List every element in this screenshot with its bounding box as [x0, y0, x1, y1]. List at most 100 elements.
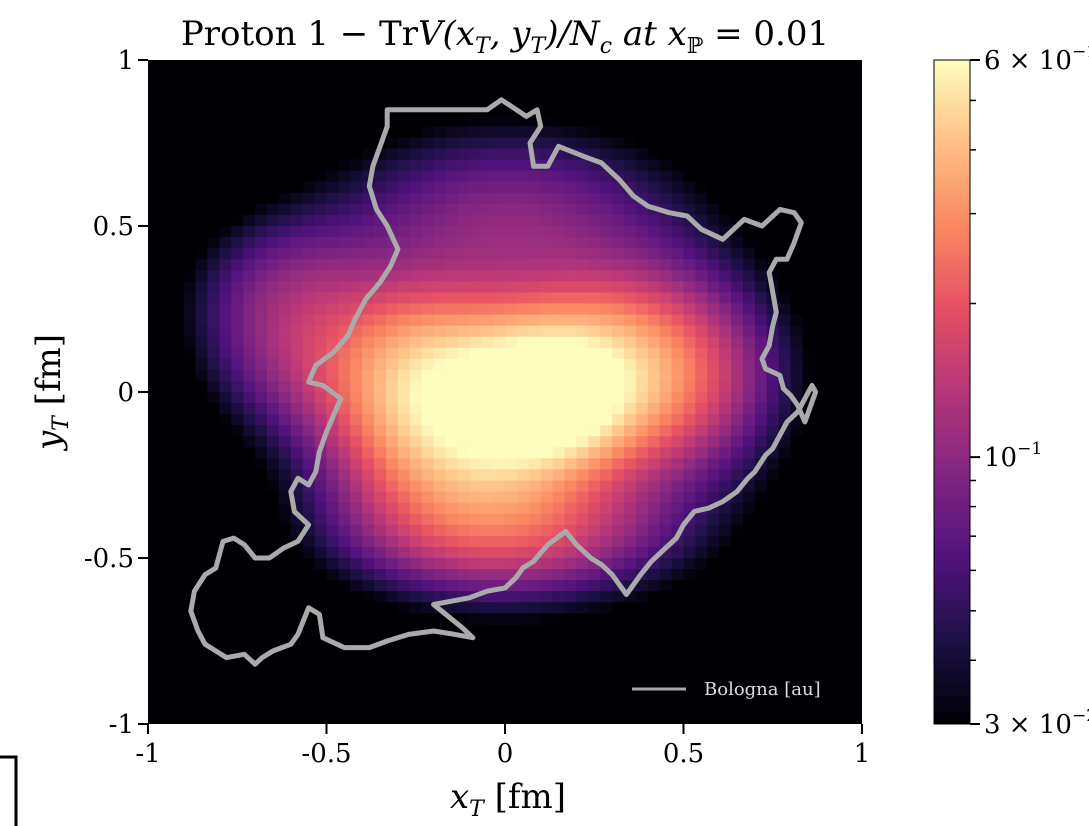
heatmap-cell: [588, 325, 601, 338]
heatmap-cell: [516, 192, 530, 205]
heatmap-cell: [671, 270, 685, 282]
heatmap-cell: [612, 602, 625, 614]
heatmap-cell: [576, 392, 589, 404]
heatmap-cell: [409, 602, 423, 614]
heatmap-cell: [386, 347, 399, 360]
heatmap-cell: [278, 513, 292, 526]
heatmap-cell: [528, 314, 542, 327]
heatmap-cell: [433, 458, 447, 471]
heatmap-cell: [635, 248, 649, 260]
heatmap-cell: [386, 325, 399, 338]
heatmap-cell: [255, 226, 268, 238]
heatmap-cell: [647, 447, 661, 459]
heatmap-cell: [445, 513, 458, 526]
heatmap-cell: [731, 226, 744, 238]
heatmap-cell: [683, 325, 696, 338]
heatmap-cell: [421, 403, 435, 415]
heatmap-cell: [326, 170, 339, 183]
heatmap-cell: [207, 226, 220, 238]
heatmap-cell: [397, 358, 411, 371]
heatmap-cell: [278, 414, 292, 426]
heatmap-cell: [528, 502, 542, 515]
heatmap-cell: [457, 281, 470, 293]
heatmap-cell: [326, 358, 339, 371]
heatmap-cell: [481, 170, 494, 183]
heatmap-cell: [386, 292, 399, 305]
heatmap-cell: [433, 126, 447, 139]
heatmap-cell: [647, 259, 661, 271]
heatmap-cell: [362, 303, 375, 316]
heatmap-cell: [386, 181, 399, 194]
heatmap-cell: [635, 447, 649, 459]
heatmap-cell: [695, 248, 708, 260]
heatmap-cell: [659, 502, 673, 515]
heatmap-cell: [576, 447, 589, 459]
heatmap-cell: [457, 214, 470, 227]
heatmap-cell: [338, 513, 351, 526]
heatmap-cell: [552, 292, 566, 305]
heatmap-cell: [457, 248, 470, 260]
heatmap-cell: [731, 248, 744, 260]
heatmap-cell: [743, 226, 756, 238]
heatmap-cell: [505, 436, 518, 448]
heatmap-cell: [790, 425, 804, 437]
heatmap-cell: [683, 292, 696, 305]
heatmap-cell: [469, 480, 482, 493]
heatmap-cell: [338, 469, 351, 482]
heatmap-cell: [624, 524, 637, 537]
heatmap-cell: [278, 458, 292, 471]
heatmap-cell: [778, 358, 792, 371]
heatmap-cell: [528, 414, 542, 426]
heatmap-cell: [754, 259, 768, 271]
heatmap-cell: [397, 513, 411, 526]
heatmap-cell: [576, 425, 589, 437]
heatmap-cell: [457, 414, 470, 426]
heatmap-cell: [671, 347, 685, 360]
heatmap-cell: [433, 281, 447, 293]
heatmap-cell: [635, 591, 649, 603]
heatmap-cell: [683, 469, 696, 482]
heatmap-cell: [362, 524, 375, 537]
heatmap-cell: [778, 403, 792, 415]
heatmap-cell: [743, 325, 756, 338]
heatmap-cell: [433, 436, 447, 448]
heatmap-cell: [231, 281, 244, 293]
heatmap-cell: [267, 226, 280, 238]
heatmap-cell: [588, 270, 601, 282]
heatmap-cell: [505, 380, 518, 393]
heatmap-cell: [469, 392, 482, 404]
heatmap-cell: [219, 425, 232, 437]
heatmap-cell: [219, 380, 232, 393]
heatmap-cell: [183, 336, 197, 349]
heatmap-cell: [719, 336, 732, 349]
heatmap-cell: [564, 303, 577, 316]
heatmap-cell: [386, 480, 399, 493]
heatmap-cell: [612, 447, 625, 459]
heatmap-cell: [243, 248, 256, 260]
heatmap-cell: [647, 558, 661, 570]
heatmap-cell: [409, 270, 423, 282]
heatmap-cell: [183, 325, 197, 338]
heatmap-cell: [528, 458, 542, 471]
heatmap-cell: [278, 259, 292, 271]
heatmap-cell: [540, 181, 554, 194]
heatmap-cell: [338, 524, 351, 537]
heatmap-cell: [695, 491, 708, 504]
heatmap-cell: [362, 259, 375, 271]
heatmap-cell: [505, 502, 518, 515]
heatmap-cell: [635, 535, 649, 548]
heatmap-cell: [409, 414, 423, 426]
heatmap-cell: [683, 314, 696, 327]
heatmap-cell: [243, 214, 256, 227]
heatmap-cell: [588, 569, 601, 581]
heatmap-cell: [457, 126, 470, 139]
heatmap-cell: [505, 148, 518, 161]
heatmap-cell: [243, 314, 256, 327]
heatmap-cell: [612, 303, 625, 316]
heatmap-cell: [374, 181, 387, 194]
heatmap-cell: [659, 524, 673, 537]
heatmap-cell: [338, 425, 351, 437]
heatmap-cell: [338, 558, 351, 570]
heatmap-cell: [552, 480, 566, 493]
heatmap-cell: [397, 546, 411, 559]
